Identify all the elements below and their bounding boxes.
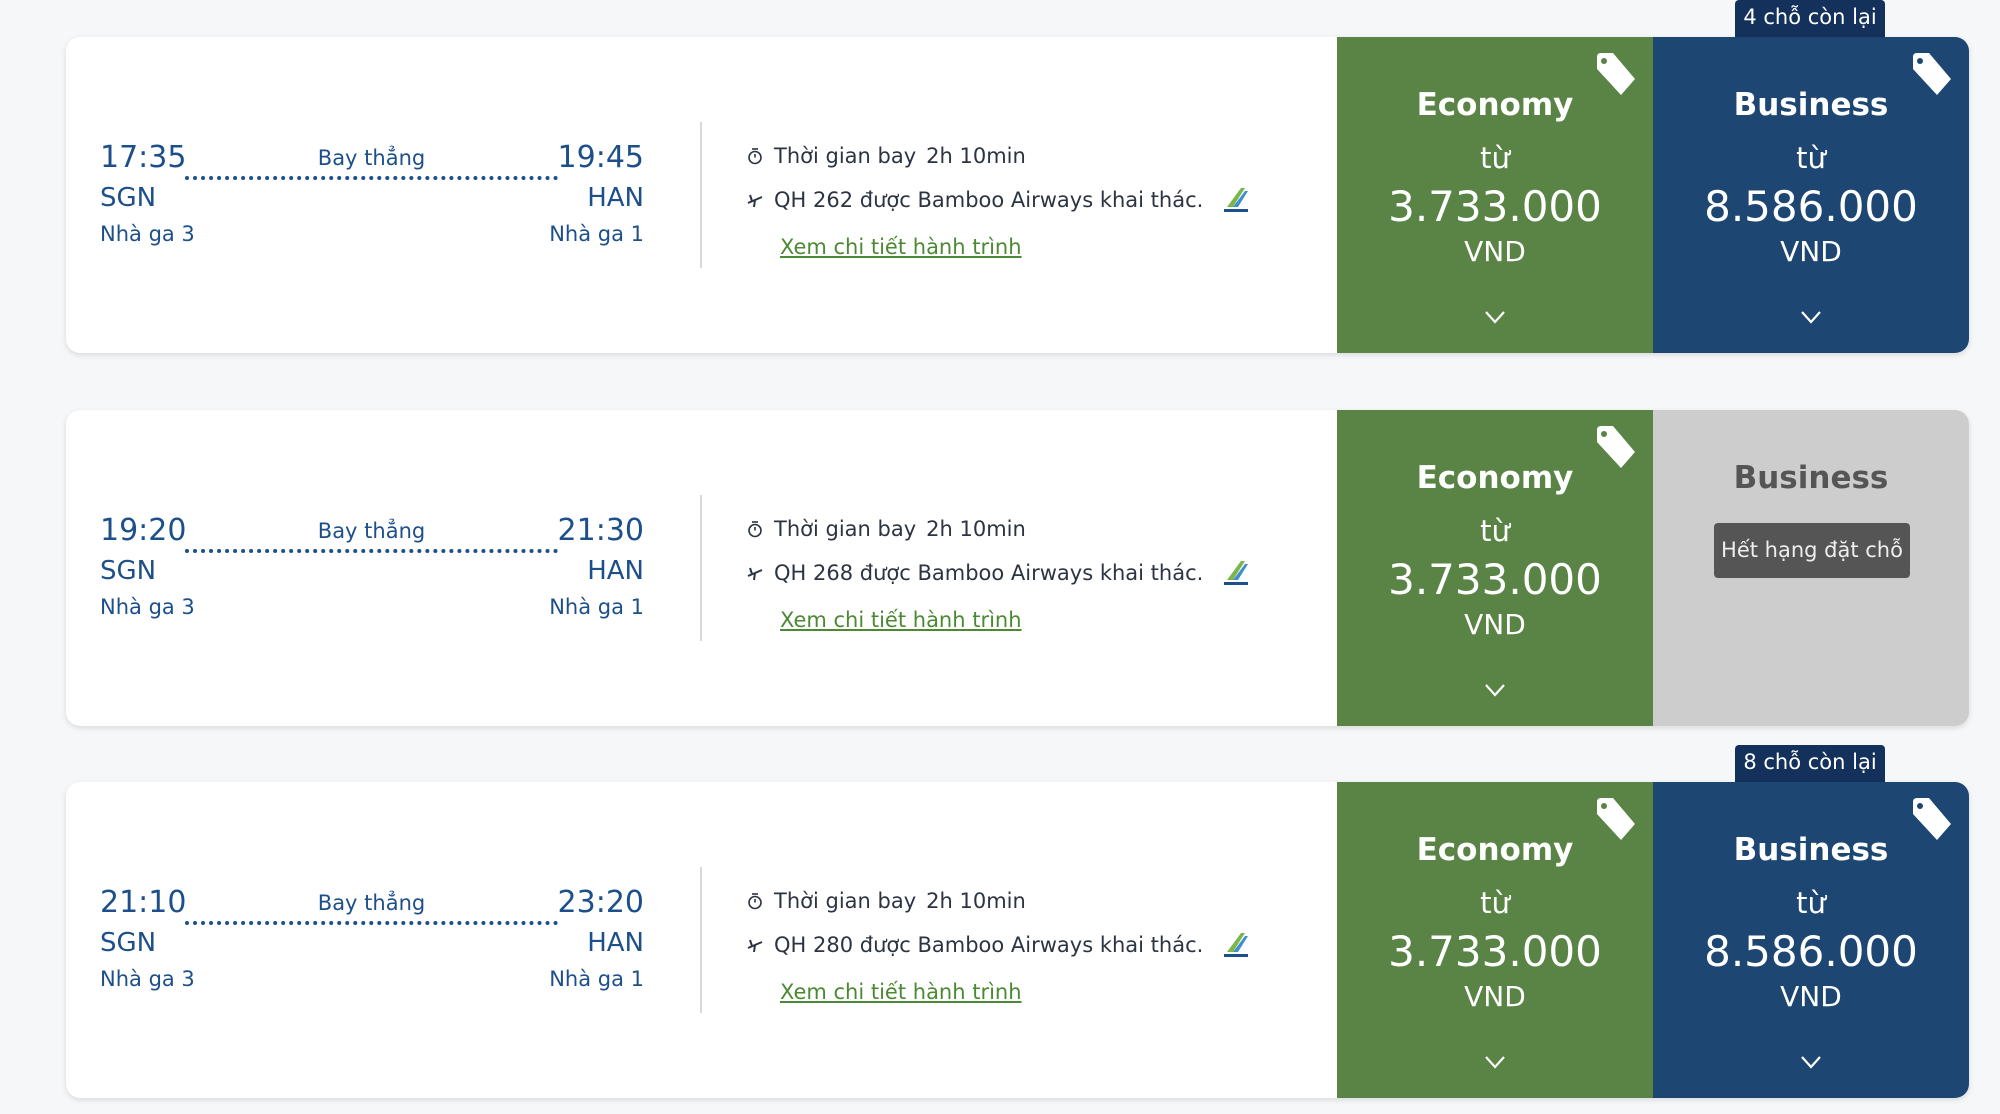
fare-class: Economy (1416, 87, 1574, 123)
fare-class: Economy (1416, 460, 1574, 496)
departure-time: 17:35 (100, 140, 187, 175)
bamboo-airways-logo (1224, 933, 1249, 957)
arrival-terminal: Nhà ga 1 (549, 595, 644, 619)
duration-value: 2h 10min (926, 517, 1026, 541)
route-line (185, 549, 558, 553)
operator-row: QH 262 được Bamboo Airways khai thác. (746, 185, 1251, 215)
from-label: từ (1796, 886, 1826, 920)
duration-label: Thời gian bay (774, 889, 917, 913)
view-itinerary-link[interactable]: Xem chi tiết hành trình (780, 608, 1022, 632)
business-fare-button[interactable]: Business từ 8.586.000 VND (1653, 782, 1969, 1098)
sold-out-badge: Hết hạng đặt chỗ (1714, 523, 1910, 578)
chevron-down-icon (1485, 684, 1505, 697)
arrival-terminal: Nhà ga 1 (549, 222, 644, 246)
divider (700, 867, 702, 1013)
duration-value: 2h 10min (926, 889, 1026, 913)
divider (700, 495, 702, 641)
bamboo-airways-logo (1224, 561, 1249, 585)
duration-label: Thời gian bay (774, 517, 917, 541)
stops-label: Bay thẳng (317, 891, 426, 915)
business-fare-button[interactable]: Business từ 8.586.000 VND (1653, 37, 1969, 353)
stopwatch-icon (748, 893, 762, 910)
bamboo-airways-logo (1224, 188, 1249, 212)
stops-label: Bay thẳng (317, 519, 426, 543)
price-tag-icon (1913, 53, 1951, 95)
arrival-time: 21:30 (557, 513, 644, 548)
stopwatch-icon (748, 148, 762, 165)
economy-fare-button[interactable]: Economy từ 3.733.000 VND (1337, 37, 1653, 353)
flight-card: 21:10 23:20 SGN HAN Nhà ga 3 Nhà ga 1 Ba… (66, 782, 1969, 1098)
departure-time: 19:20 (100, 513, 187, 548)
arrival-airport: HAN (587, 928, 644, 958)
chevron-down-icon (1801, 311, 1821, 324)
duration-label: Thời gian bay (774, 144, 917, 168)
airplane-icon (747, 939, 763, 953)
currency: VND (1780, 235, 1842, 268)
stops-label: Bay thẳng (317, 146, 426, 170)
view-itinerary-link[interactable]: Xem chi tiết hành trình (780, 235, 1022, 259)
arrival-terminal: Nhà ga 1 (549, 967, 644, 991)
operator-text: QH 262 được Bamboo Airways khai thác. (774, 188, 1204, 212)
operator-row: QH 268 được Bamboo Airways khai thác. (746, 558, 1251, 588)
chevron-down-icon (1485, 311, 1505, 324)
seats-left-badge: 4 chỗ còn lại (1735, 0, 1885, 37)
price-tag-icon (1597, 426, 1635, 468)
economy-fare-button[interactable]: Economy từ 3.733.000 VND (1337, 782, 1653, 1098)
fare-price: 3.733.000 (1388, 555, 1602, 604)
currency: VND (1464, 235, 1526, 268)
duration-row: Thời gian bay 2h 10min (746, 144, 1026, 168)
fare-class: Business (1733, 832, 1889, 868)
departure-terminal: Nhà ga 3 (100, 222, 195, 246)
economy-fare-button[interactable]: Economy từ 3.733.000 VND (1337, 410, 1653, 726)
route-line (185, 921, 558, 925)
currency: VND (1780, 980, 1842, 1013)
chevron-down-icon (1485, 1056, 1505, 1069)
airplane-icon (747, 567, 763, 581)
price-tag-icon (1597, 798, 1635, 840)
duration-row: Thời gian bay 2h 10min (746, 889, 1026, 913)
view-itinerary-link[interactable]: Xem chi tiết hành trình (780, 980, 1022, 1004)
fare-class: Business (1733, 87, 1889, 123)
duration-value: 2h 10min (926, 144, 1026, 168)
divider (700, 122, 702, 268)
departure-airport: SGN (100, 928, 157, 958)
price-tag-icon (1913, 798, 1951, 840)
from-label: từ (1480, 141, 1510, 175)
departure-terminal: Nhà ga 3 (100, 595, 195, 619)
route-line (185, 176, 558, 180)
fare-class: Business (1733, 460, 1889, 496)
currency: VND (1464, 980, 1526, 1013)
chevron-down-icon (1801, 1056, 1821, 1069)
from-label: từ (1480, 514, 1510, 548)
seats-left-badge: 8 chỗ còn lại (1735, 745, 1885, 782)
arrival-time: 23:20 (557, 885, 644, 920)
business-fare-button: Business Hết hạng đặt chỗ (1653, 410, 1969, 726)
fare-price: 8.586.000 (1704, 182, 1918, 231)
from-label: từ (1796, 141, 1826, 175)
duration-row: Thời gian bay 2h 10min (746, 517, 1026, 541)
currency: VND (1464, 608, 1526, 641)
operator-text: QH 280 được Bamboo Airways khai thác. (774, 933, 1204, 957)
fare-price: 3.733.000 (1388, 182, 1602, 231)
fare-price: 8.586.000 (1704, 927, 1918, 976)
departure-airport: SGN (100, 183, 157, 213)
fare-class: Economy (1416, 832, 1574, 868)
flight-card: 19:20 21:30 SGN HAN Nhà ga 3 Nhà ga 1 Ba… (66, 410, 1969, 726)
operator-text: QH 268 được Bamboo Airways khai thác. (774, 561, 1204, 585)
airplane-icon (747, 194, 763, 208)
departure-time: 21:10 (100, 885, 187, 920)
from-label: từ (1480, 886, 1510, 920)
arrival-airport: HAN (587, 183, 644, 213)
fare-price: 3.733.000 (1388, 927, 1602, 976)
departure-terminal: Nhà ga 3 (100, 967, 195, 991)
flight-card: 17:35 19:45 SGN HAN Nhà ga 3 Nhà ga 1 Ba… (66, 37, 1969, 353)
arrival-airport: HAN (587, 556, 644, 586)
stopwatch-icon (748, 521, 762, 538)
price-tag-icon (1597, 53, 1635, 95)
departure-airport: SGN (100, 556, 157, 586)
operator-row: QH 280 được Bamboo Airways khai thác. (746, 930, 1251, 960)
arrival-time: 19:45 (557, 140, 644, 175)
